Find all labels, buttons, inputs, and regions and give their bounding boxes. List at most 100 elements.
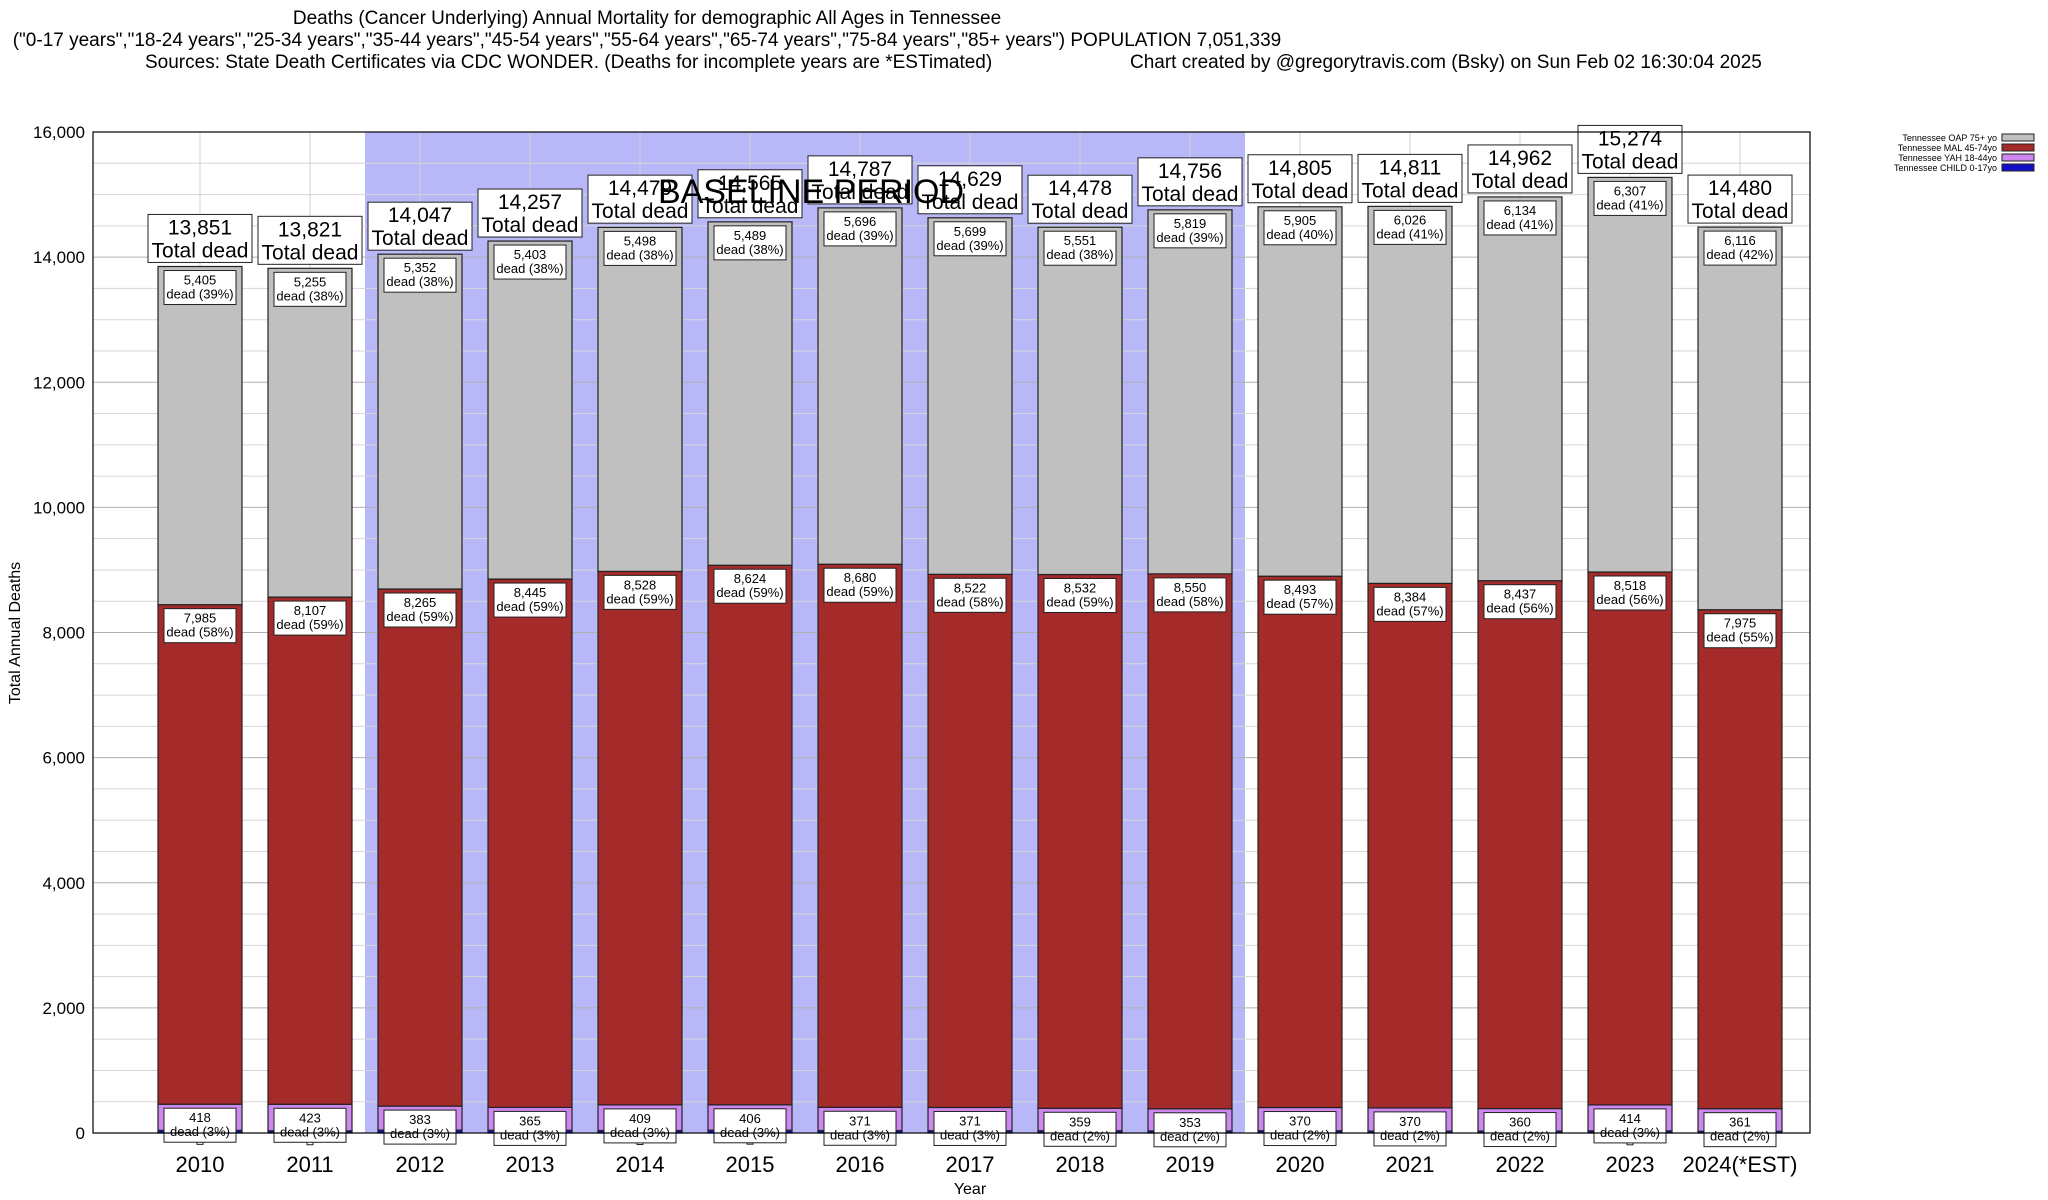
bar-segment-oap[interactable] [157, 265, 243, 606]
mal-value-label: 8,624 dead (59%) [716, 571, 783, 600]
mal-value-label-box [1703, 613, 1777, 649]
total-label-box [477, 188, 583, 238]
yah-value-label-box [1373, 1111, 1447, 1147]
oap-value-label: 5,905 dead (40%) [1266, 213, 1333, 242]
bar-segment-oap[interactable] [597, 226, 683, 572]
legend-label: Tennessee CHILD 0-17yo [1894, 163, 1997, 173]
oap-value-label-box [383, 257, 457, 293]
y-tick-label: 16,000 [33, 123, 85, 142]
total-label-box [807, 155, 913, 205]
mal-value-label: 8,493 dead (57%) [1266, 582, 1333, 611]
legend-swatch [2001, 133, 2035, 142]
mal-value-label-box [1263, 579, 1337, 615]
mal-value-label: 8,107 dead (59%) [276, 603, 343, 632]
bar-segment-oap[interactable] [1367, 205, 1453, 584]
yah-value-label: 360 dead (2%) [1490, 1115, 1550, 1144]
bar-segment-mal[interactable] [707, 564, 793, 1106]
bar-segment-oap[interactable] [1587, 176, 1673, 573]
x-tick-label: 2015 [726, 1152, 775, 1177]
bar-segment-oap[interactable] [1037, 226, 1123, 576]
bar-segment-mal[interactable] [267, 596, 353, 1105]
bar-segment-oap[interactable] [927, 217, 1013, 575]
bar-segment-mal[interactable] [1697, 609, 1783, 1110]
yah-value-label-box [383, 1109, 457, 1145]
yah-value-label: 418 dead (3%) [170, 1110, 230, 1139]
total-label-box [367, 201, 473, 251]
total-label-box [587, 174, 693, 224]
oap-value-label-box [1263, 210, 1337, 246]
oap-value-label: 5,489 dead (38%) [716, 228, 783, 257]
oap-value-label: 6,116 dead (42%) [1706, 233, 1773, 262]
total-label-box [147, 213, 253, 263]
bar-segment-oap[interactable] [1147, 209, 1233, 575]
yah-value-label: 365 dead (3%) [500, 1113, 560, 1142]
bar-segment-mal[interactable] [377, 588, 463, 1107]
x-tick-label: 2022 [1496, 1152, 1545, 1177]
mal-value-label: 8,550 dead (58%) [1156, 580, 1223, 609]
baseline-period-label: BASELINE PERIOD [658, 173, 964, 211]
bar-segment-oap[interactable] [487, 240, 573, 580]
bar-segment-mal[interactable] [817, 563, 903, 1108]
y-tick-label: 12,000 [33, 373, 85, 392]
bar-segment-mal[interactable] [157, 604, 243, 1105]
oap-value-label: 5,551 dead (38%) [1046, 233, 1113, 262]
total-label: 14,478 Total dead [1032, 177, 1129, 223]
yah-value-label-box [603, 1108, 677, 1144]
total-label: 14,805 Total dead [1252, 157, 1349, 203]
bar-segment-oap[interactable] [377, 253, 463, 590]
y-tick-label: 8,000 [42, 624, 85, 643]
bar-segment-mal[interactable] [487, 578, 573, 1109]
bar-segment-oap[interactable] [267, 267, 353, 598]
chart-subtitle: ("0-17 years","18-24 years","25-34 years… [13, 30, 1282, 51]
x-tick-label: 2012 [396, 1152, 445, 1177]
mal-value-label-box [713, 568, 787, 604]
bar-segment-oap[interactable] [1477, 196, 1563, 582]
total-label: 14,629 Total dead [922, 168, 1019, 214]
x-tick-label: 2024(*EST) [1683, 1152, 1798, 1177]
mal-value-label-box [823, 567, 897, 603]
oap-value-label-box [1373, 209, 1447, 245]
oap-value-label-box [603, 230, 677, 266]
oap-value-label: 6,134 dead (41%) [1486, 203, 1553, 232]
legend-swatch [2001, 153, 2035, 162]
yah-value-label-box [1043, 1111, 1117, 1147]
oap-value-label: 5,819 dead (39%) [1156, 216, 1223, 245]
oap-value-label-box [823, 211, 897, 247]
chart-sources: Sources: State Death Certificates via CD… [145, 52, 992, 73]
y-tick-label: 6,000 [42, 749, 85, 768]
total-label: 15,274 Total dead [1582, 127, 1679, 173]
y-tick-label: 0 [76, 1124, 85, 1143]
yah-value-label-box [273, 1107, 347, 1143]
mal-value-label-box [933, 577, 1007, 613]
yah-value-label: 423 dead (3%) [280, 1110, 340, 1139]
mal-value-label: 7,975 dead (55%) [1706, 616, 1773, 645]
total-label-box [1027, 174, 1133, 224]
bar-segment-mal[interactable] [1477, 580, 1563, 1110]
bar-segment-mal[interactable] [1587, 571, 1673, 1106]
total-label-box [1467, 144, 1573, 194]
bar-segment-oap[interactable] [707, 221, 793, 566]
total-label: 14,962 Total dead [1472, 147, 1569, 193]
total-label-box [1247, 154, 1353, 204]
bar-segment-oap[interactable] [817, 207, 903, 565]
y-axis-label: Total Annual Deaths [7, 562, 24, 704]
yah-value-label-box [1483, 1112, 1557, 1148]
bar-segment-mal[interactable] [1147, 573, 1233, 1110]
plot-frame [92, 131, 1811, 1134]
total-label: 13,821 Total dead [262, 218, 359, 264]
bar-segment-mal[interactable] [1037, 573, 1123, 1109]
bar-segment-mal[interactable] [1257, 575, 1343, 1109]
mal-value-label-box [603, 574, 677, 610]
yah-value-label-box [1593, 1108, 1667, 1144]
bar-segment-mal[interactable] [597, 570, 683, 1106]
bar-segment-mal[interactable] [927, 573, 1013, 1109]
yah-value-label-box [713, 1108, 787, 1144]
bar-segment-mal[interactable] [1367, 582, 1453, 1109]
bar-segment-oap[interactable] [1257, 206, 1343, 577]
chart-credit: Chart created by @gregorytravis.com (Bsk… [1130, 52, 1762, 73]
y-tick-label: 10,000 [33, 498, 85, 517]
x-tick-label: 2021 [1386, 1152, 1435, 1177]
total-label-box [917, 165, 1023, 215]
bar-segment-oap[interactable] [1697, 226, 1783, 611]
